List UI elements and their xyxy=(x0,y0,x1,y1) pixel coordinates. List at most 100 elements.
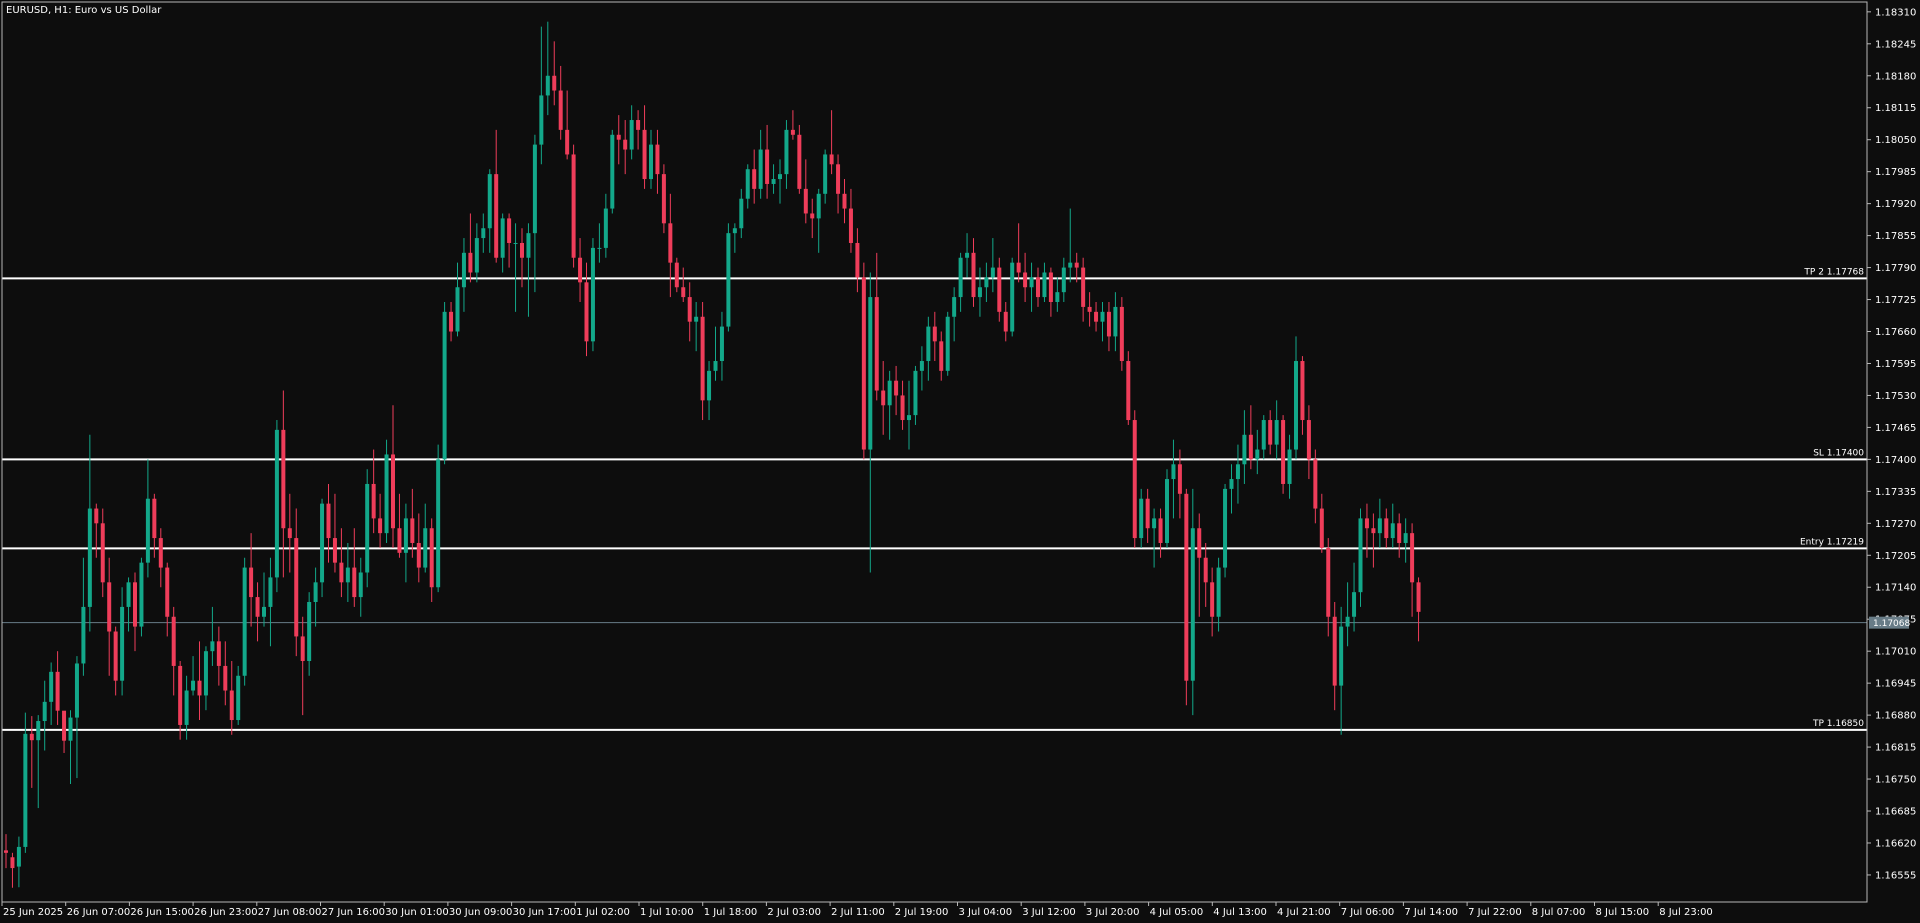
time-tick-label: 26 Jun 07:00 xyxy=(67,907,131,918)
candle-body xyxy=(829,154,834,165)
candle xyxy=(62,710,67,753)
plot-frame xyxy=(1,1,1868,903)
level-label: Entry 1.17219 xyxy=(1800,537,1864,547)
candle xyxy=(887,370,892,440)
candle xyxy=(429,518,434,602)
candle-body xyxy=(1042,272,1047,298)
candle-body xyxy=(1403,533,1408,543)
candle-body xyxy=(649,144,653,180)
candle xyxy=(868,272,873,573)
candle xyxy=(120,587,125,696)
level-label: TP 2 1.17768 xyxy=(1803,267,1864,277)
price-tick-label: 1.17140 xyxy=(1875,583,1916,594)
candle xyxy=(1152,508,1157,568)
candle-body xyxy=(1074,262,1079,268)
candle-body xyxy=(113,631,118,681)
candle xyxy=(29,716,34,788)
candle xyxy=(184,675,189,740)
candle xyxy=(1255,429,1260,475)
candle-body xyxy=(887,380,892,406)
candle xyxy=(449,302,454,342)
candle xyxy=(352,528,357,607)
time-tick-label: 30 Jun 09:00 xyxy=(449,907,513,918)
candle-body xyxy=(732,228,737,234)
candle-body xyxy=(926,326,931,362)
candle xyxy=(674,257,679,293)
candle xyxy=(1364,503,1369,558)
candle xyxy=(1397,513,1402,558)
candle-body xyxy=(1216,567,1221,617)
candle xyxy=(836,154,841,214)
candle-body xyxy=(1165,479,1169,543)
candle-body xyxy=(100,523,105,583)
candle xyxy=(1145,488,1150,543)
candle xyxy=(74,656,79,779)
candle xyxy=(1313,449,1318,524)
candle-body xyxy=(1345,616,1350,627)
candle-body xyxy=(590,247,595,342)
candle-body xyxy=(461,252,466,288)
candle xyxy=(1287,434,1292,499)
candle xyxy=(339,528,344,598)
candle-body xyxy=(797,134,802,189)
candle xyxy=(326,483,331,563)
candle-body xyxy=(274,429,279,578)
candle xyxy=(900,380,905,430)
candle-body xyxy=(1352,592,1357,617)
candle-body xyxy=(861,277,866,450)
candle-body xyxy=(932,326,937,342)
candle xyxy=(874,252,879,401)
candle-body xyxy=(320,503,325,583)
candle-body xyxy=(1261,420,1266,450)
candle xyxy=(952,287,957,342)
candle-body xyxy=(178,665,183,725)
candle-body xyxy=(152,498,157,539)
candle-body xyxy=(281,429,286,529)
candle-body xyxy=(352,567,357,598)
candle xyxy=(977,267,982,317)
candle-body xyxy=(894,380,899,396)
candle xyxy=(1384,508,1389,548)
candle-body xyxy=(900,395,905,421)
candle-body xyxy=(345,567,350,583)
candle-body xyxy=(1358,518,1363,593)
candle-body xyxy=(571,154,576,258)
candle-body xyxy=(823,154,828,194)
candle-body xyxy=(1003,311,1008,332)
candle-body xyxy=(468,252,473,273)
candle-body xyxy=(868,297,873,450)
candle-body xyxy=(300,636,305,662)
candle xyxy=(784,120,789,189)
candle xyxy=(668,193,673,298)
candle xyxy=(1371,513,1376,568)
price-tick-label: 1.17335 xyxy=(1875,487,1916,498)
candle-body xyxy=(216,641,221,666)
candle xyxy=(997,257,1002,322)
candle-body xyxy=(1248,434,1253,460)
candle xyxy=(965,233,970,278)
candle xyxy=(984,262,989,302)
candle xyxy=(474,223,479,283)
time-tick-label: 1 Jul 02:00 xyxy=(576,907,630,918)
candle xyxy=(894,365,899,416)
candle-body xyxy=(74,663,79,718)
candle xyxy=(442,302,447,465)
price-tick-label: 1.17270 xyxy=(1875,519,1916,530)
time-tick-label: 4 Jul 13:00 xyxy=(1213,907,1267,918)
candle xyxy=(249,533,254,627)
candle xyxy=(590,238,595,352)
price-tick-label: 1.17855 xyxy=(1875,231,1916,242)
candle xyxy=(410,488,415,558)
candle xyxy=(1177,449,1182,519)
candle-body xyxy=(62,710,67,741)
candle-body xyxy=(1184,493,1189,681)
candle xyxy=(229,661,234,735)
candle xyxy=(1281,415,1286,494)
candle xyxy=(571,144,576,268)
candle xyxy=(629,105,634,160)
candle-body xyxy=(145,498,150,563)
candle xyxy=(126,577,131,632)
candle xyxy=(603,193,608,258)
price-tick-label: 1.18180 xyxy=(1875,71,1916,82)
